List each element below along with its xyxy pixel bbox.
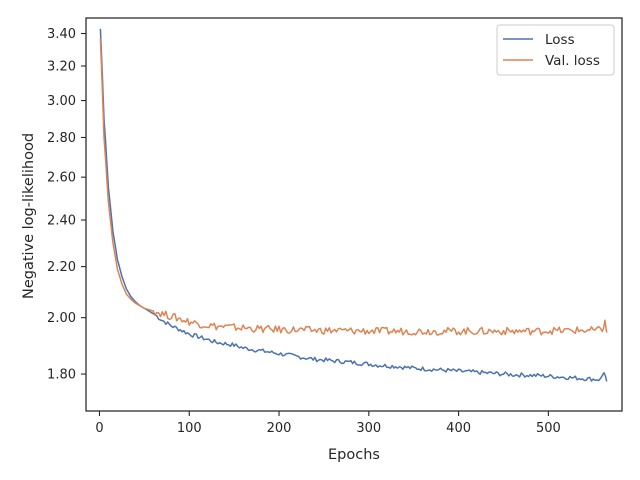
x-axis-ticks: 0 100 200 300 400 500 <box>95 411 561 436</box>
y-tick-label: 3.00 <box>47 94 76 109</box>
legend-label-loss: Loss <box>545 32 575 48</box>
plot-area: 0 100 200 300 400 500 1.80 2.00 2.20 2.40 2.60 2.8… <box>47 17 623 436</box>
x-tick-label: 300 <box>356 421 381 436</box>
y-tick-label: 1.80 <box>47 368 76 383</box>
y-tick-label: 3.20 <box>47 59 76 74</box>
x-tick-label: 400 <box>446 421 471 436</box>
y-tick-label: 3.40 <box>47 27 76 42</box>
legend-label-val-loss: Val. loss <box>545 53 600 69</box>
legend-box <box>496 24 615 76</box>
y-axis-label: Negative log-likelihood <box>21 133 37 299</box>
y-axis-ticks: 1.80 2.00 2.20 2.40 2.60 2.80 3.00 3.20 3.40 <box>47 27 86 383</box>
legend: Loss Val. loss <box>496 24 615 76</box>
y-tick-label: 2.40 <box>47 214 76 229</box>
axes-frame <box>85 17 623 412</box>
series-line-val-loss <box>99 38 608 336</box>
y-tick-label: 2.20 <box>47 260 76 275</box>
series-lines <box>99 28 608 382</box>
x-tick-label: 200 <box>267 421 292 436</box>
x-axis-label: Epochs <box>328 447 380 463</box>
x-tick-label: 0 <box>95 421 103 436</box>
y-tick-label: 2.00 <box>47 311 76 326</box>
x-tick-label: 100 <box>177 421 202 436</box>
x-tick-label: 500 <box>536 421 561 436</box>
y-tick-label: 2.80 <box>47 131 76 146</box>
y-tick-label: 2.60 <box>47 171 76 186</box>
series-line-loss <box>99 28 608 382</box>
